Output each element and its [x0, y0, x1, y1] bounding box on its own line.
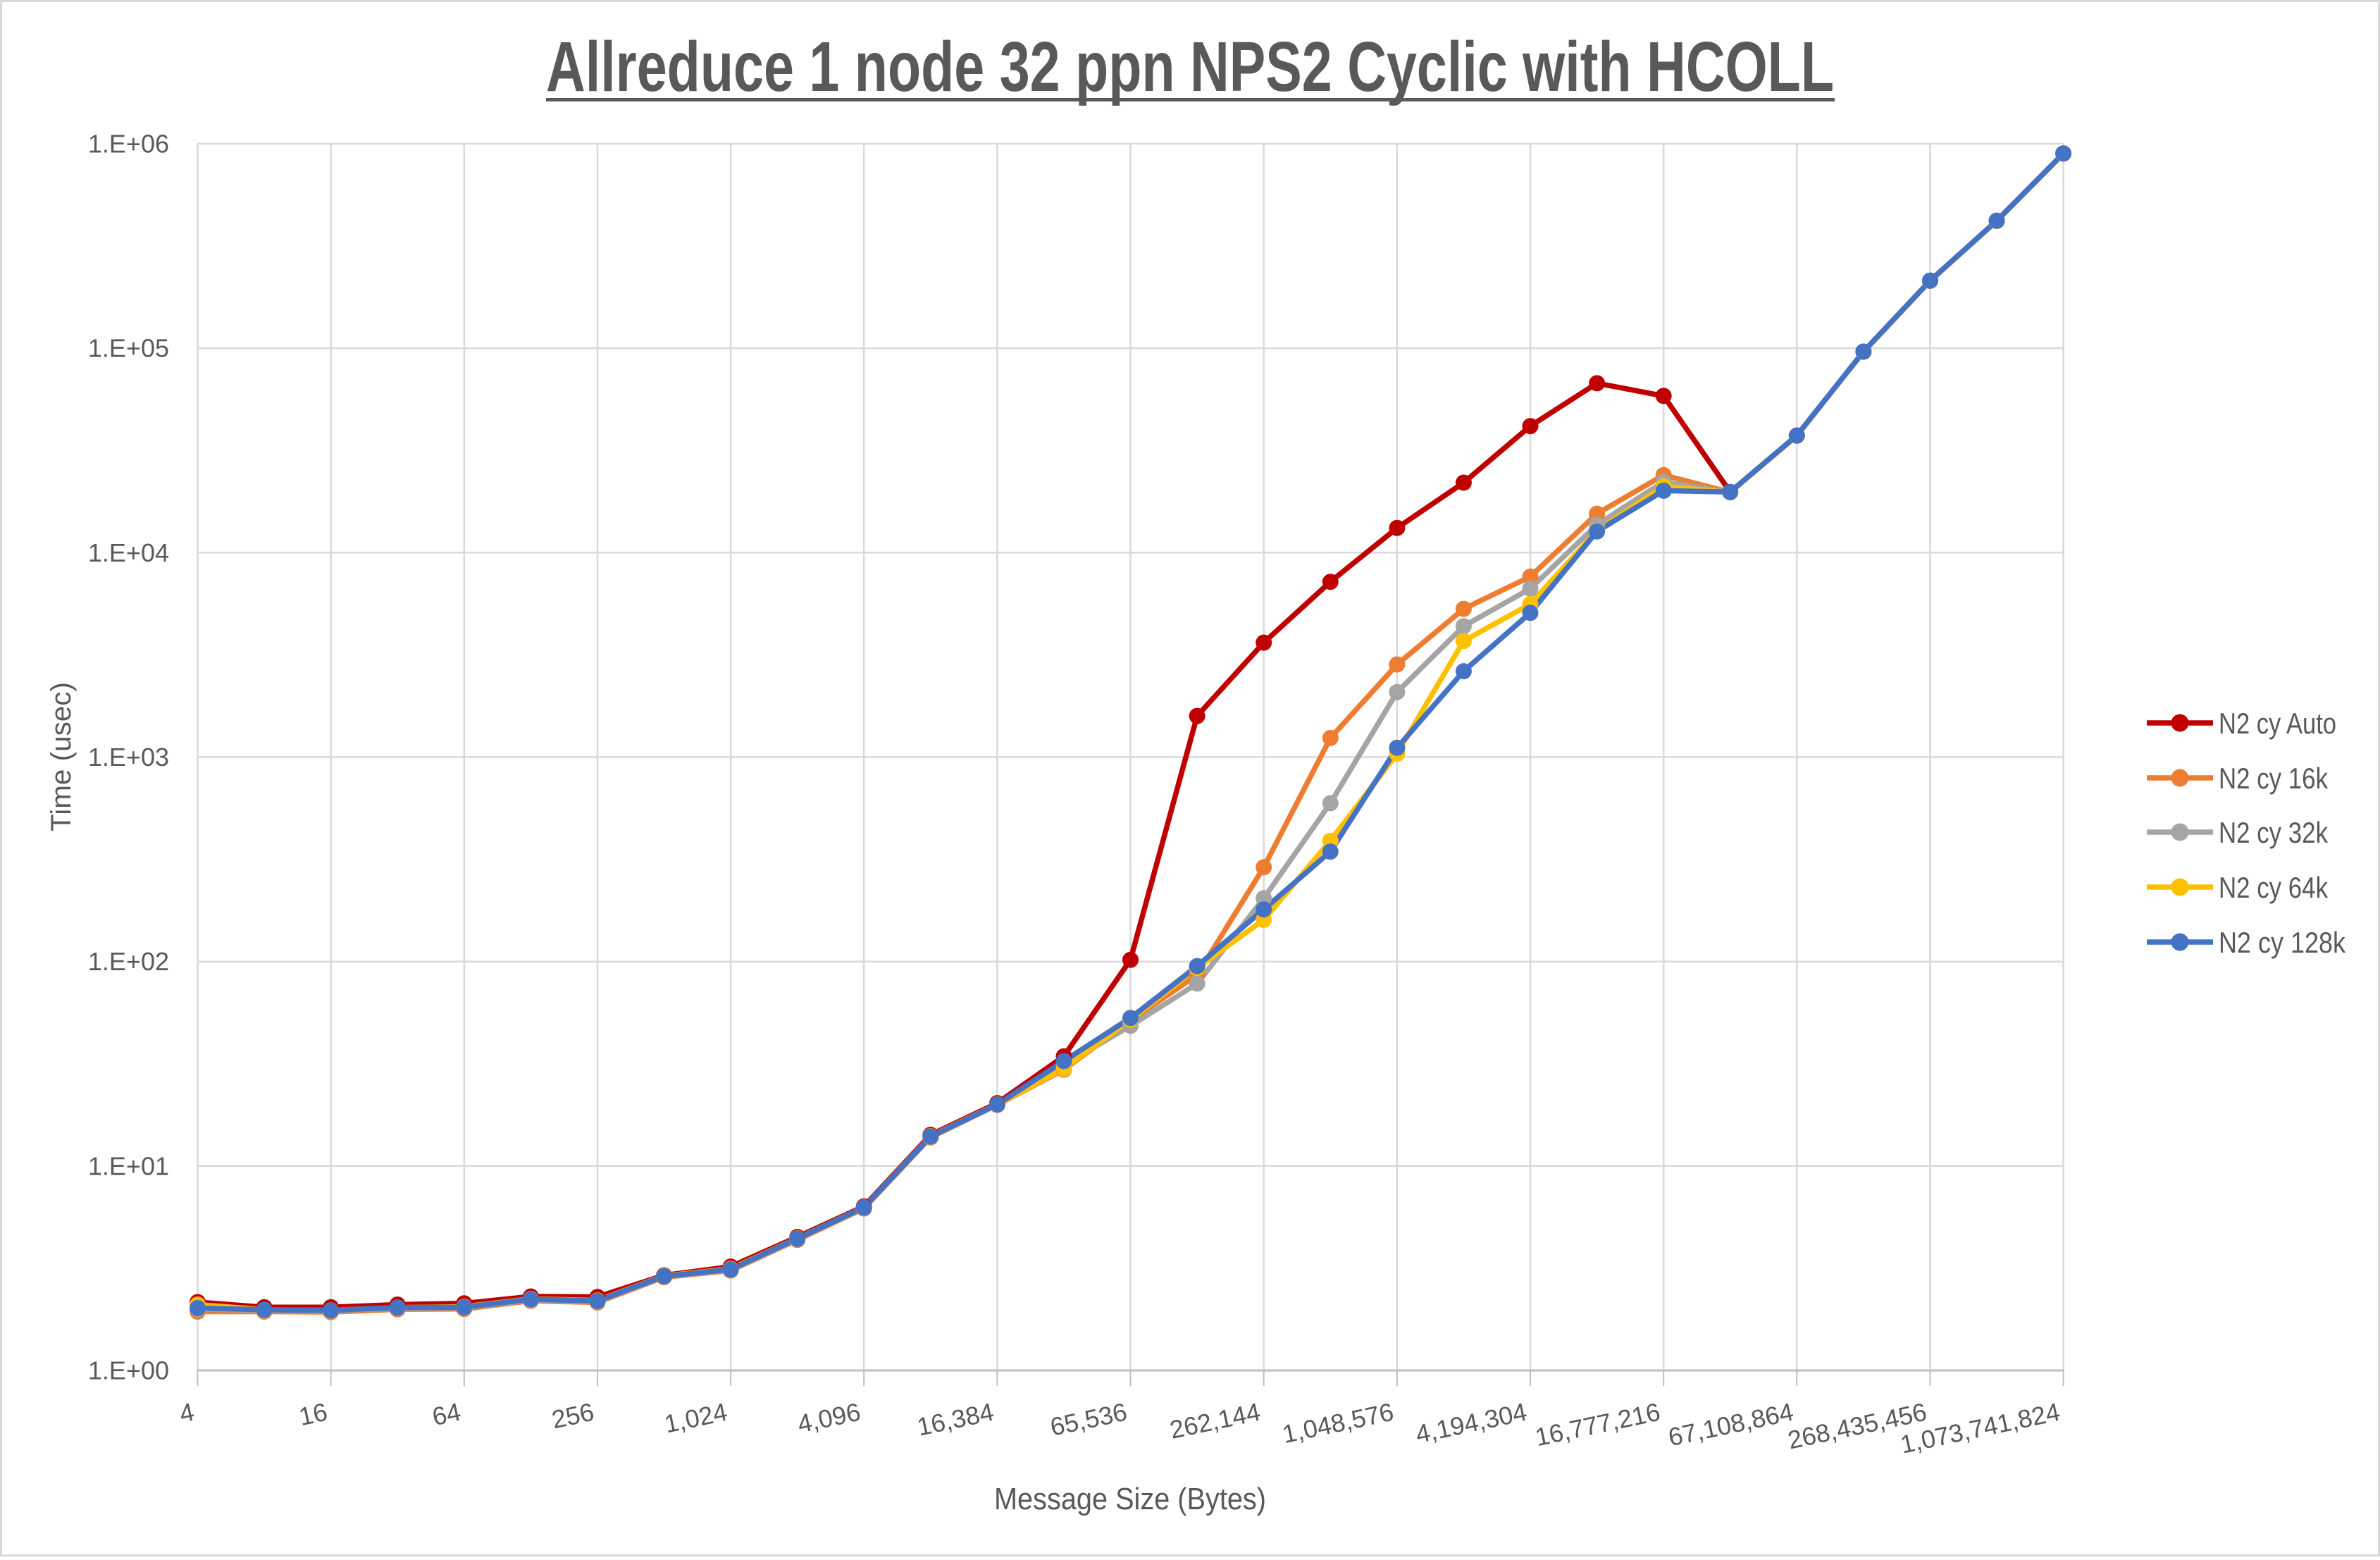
svg-text:N2 cy 128k: N2 cy 128k — [2219, 926, 2346, 959]
svg-text:67,108,864: 67,108,864 — [1666, 1397, 1796, 1452]
svg-text:256: 256 — [549, 1397, 596, 1435]
svg-text:Message Size (Bytes): Message Size (Bytes) — [994, 1482, 1266, 1516]
svg-text:4,096: 4,096 — [795, 1397, 863, 1439]
svg-text:262,144: 262,144 — [1167, 1397, 1263, 1444]
svg-text:Time (usec): Time (usec) — [46, 682, 77, 831]
svg-text:64: 64 — [430, 1397, 464, 1431]
svg-text:1.E+03: 1.E+03 — [88, 743, 169, 772]
svg-text:1.E+04: 1.E+04 — [88, 538, 169, 567]
svg-text:1.E+05: 1.E+05 — [88, 334, 169, 363]
svg-text:1,048,576: 1,048,576 — [1279, 1397, 1396, 1449]
svg-text:1.E+02: 1.E+02 — [88, 947, 169, 976]
svg-text:1.E+01: 1.E+01 — [88, 1151, 169, 1180]
svg-text:65,536: 65,536 — [1048, 1397, 1129, 1442]
svg-text:1,024: 1,024 — [662, 1397, 730, 1439]
svg-text:4,194,304: 4,194,304 — [1413, 1397, 1529, 1449]
svg-text:16: 16 — [297, 1397, 330, 1431]
svg-text:N2 cy Auto: N2 cy Auto — [2219, 707, 2336, 740]
svg-text:16,777,216: 16,777,216 — [1532, 1397, 1663, 1452]
svg-text:N2 cy 16k: N2 cy 16k — [2219, 762, 2329, 795]
svg-text:1.E+06: 1.E+06 — [88, 130, 169, 159]
svg-text:N2 cy 64k: N2 cy 64k — [2219, 871, 2329, 904]
svg-text:16,384: 16,384 — [915, 1397, 996, 1442]
svg-text:N2 cy 32k: N2 cy 32k — [2219, 816, 2329, 849]
svg-text:1.E+00: 1.E+00 — [88, 1356, 169, 1385]
svg-text:4: 4 — [177, 1397, 197, 1428]
svg-text:Allreduce 1 node 32 ppn NPS2 C: Allreduce 1 node 32 ppn NPS2 Cyclic with… — [546, 27, 1834, 106]
